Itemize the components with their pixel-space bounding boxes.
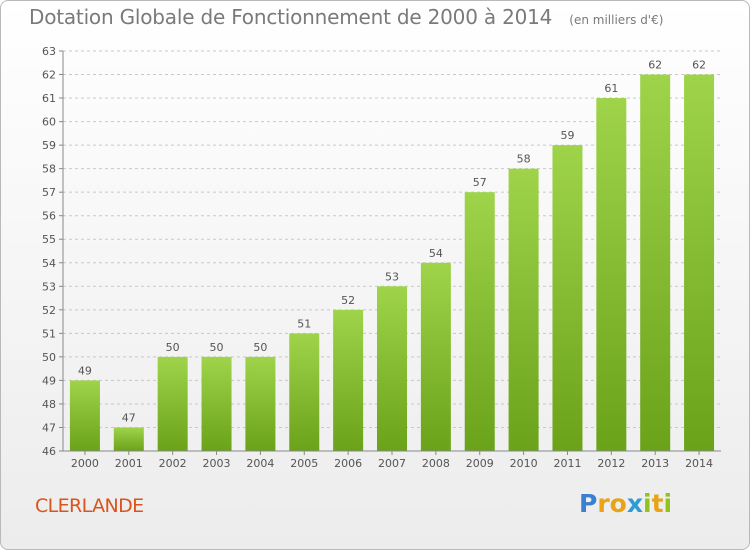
y-tick-label: 55 (42, 233, 56, 246)
data-label-2003: 50 (210, 341, 224, 354)
y-axis: 46 47 48 49 50 51 52 53 54 55 56 57 58 59 60 61 62 63 (42, 45, 64, 458)
data-label-2014: 62 (692, 59, 706, 72)
y-tick-label: 57 (42, 186, 56, 199)
data-label-2000: 49 (78, 364, 92, 377)
y-tick-label: 47 (42, 421, 56, 434)
bar-2001 (113, 427, 144, 451)
x-tick-label-2004: 2004 (246, 457, 274, 470)
title-row: Dotation Globale de Fonctionnement de 20… (29, 5, 663, 29)
x-tick-label-2005: 2005 (290, 457, 318, 470)
logo-letter: t (651, 489, 664, 518)
logo-letter: x (626, 489, 643, 518)
logo-letter: i (663, 489, 673, 518)
logo-letter: r (597, 489, 610, 518)
chart-title: Dotation Globale de Fonctionnement de 20… (29, 5, 553, 29)
y-tick-label: 63 (42, 45, 56, 58)
y-tick-label: 59 (42, 139, 56, 152)
bar-2005 (289, 333, 320, 451)
data-label-2012: 61 (604, 82, 618, 95)
proxiti-logo[interactable]: Proxiti (579, 489, 672, 518)
y-tick-label: 58 (42, 163, 56, 176)
x-tick-label-2014: 2014 (685, 457, 713, 470)
logo-letter: i (643, 489, 652, 518)
y-tick-label: 50 (42, 351, 56, 364)
x-tick-label-2006: 2006 (334, 457, 362, 470)
x-tick-label-2000: 2000 (71, 457, 99, 470)
logo-letter: o (609, 489, 627, 518)
y-tick-label: 53 (42, 280, 56, 293)
bar-2012 (596, 98, 627, 451)
data-label-2013: 62 (648, 59, 662, 72)
data-label-2011: 59 (560, 129, 574, 142)
bar-2009 (464, 192, 495, 452)
x-tick-label-2012: 2012 (597, 457, 625, 470)
y-tick-label: 61 (42, 92, 56, 105)
data-label-2008: 54 (429, 247, 443, 260)
y-tick-label: 62 (42, 69, 56, 82)
x-axis: 2000 2001 2002 2003 2004 2005 2006 2007 2008 2009… (63, 450, 721, 470)
data-label-2010: 58 (517, 153, 531, 166)
y-tick-label: 48 (42, 398, 56, 411)
chart-subtitle: (en milliers d'€) (569, 13, 664, 27)
data-label-2006: 52 (341, 294, 355, 307)
y-tick-label: 49 (42, 374, 56, 387)
y-tick-label: 51 (42, 327, 56, 340)
bar-2002 (157, 356, 188, 451)
data-label-2009: 57 (473, 176, 487, 189)
y-tick-label: 54 (42, 257, 56, 270)
bar-2007 (377, 286, 407, 451)
y-tick-label: 52 (42, 304, 56, 317)
x-tick-label-2009: 2009 (466, 457, 494, 470)
x-tick-label-2007: 2007 (378, 457, 406, 470)
bar-2013 (640, 74, 671, 451)
x-tick-label-2002: 2002 (159, 457, 187, 470)
data-label-2001: 47 (122, 411, 136, 424)
bar-2014 (684, 74, 715, 451)
y-tick-label: 60 (42, 116, 56, 129)
bar-2000 (69, 380, 100, 451)
bar-2004 (245, 356, 276, 451)
bar-2003 (201, 356, 232, 451)
x-tick-label-2013: 2013 (641, 457, 669, 470)
x-tick-label-2003: 2003 (203, 457, 231, 470)
y-tick-label: 56 (42, 210, 56, 223)
data-label-2007: 53 (385, 270, 399, 283)
x-tick-label-2011: 2011 (553, 457, 581, 470)
bar-2011 (552, 145, 583, 451)
x-tick-label-2008: 2008 (422, 457, 450, 470)
y-tick-label: 46 (42, 445, 56, 458)
data-label-2002: 50 (166, 341, 180, 354)
bars: 49 47 50 50 50 51 52 53 54 57 58 59 61 62 62 (69, 59, 715, 452)
x-tick-label-2010: 2010 (510, 457, 538, 470)
commune-name: CLERLANDE (35, 495, 144, 517)
data-label-2004: 50 (253, 341, 267, 354)
logo-letter: P (579, 489, 598, 518)
bar-2010 (508, 168, 539, 451)
bar-2006 (333, 309, 364, 451)
bar-2008 (420, 262, 451, 451)
x-tick-label-2001: 2001 (115, 457, 143, 470)
data-label-2005: 51 (297, 317, 311, 330)
